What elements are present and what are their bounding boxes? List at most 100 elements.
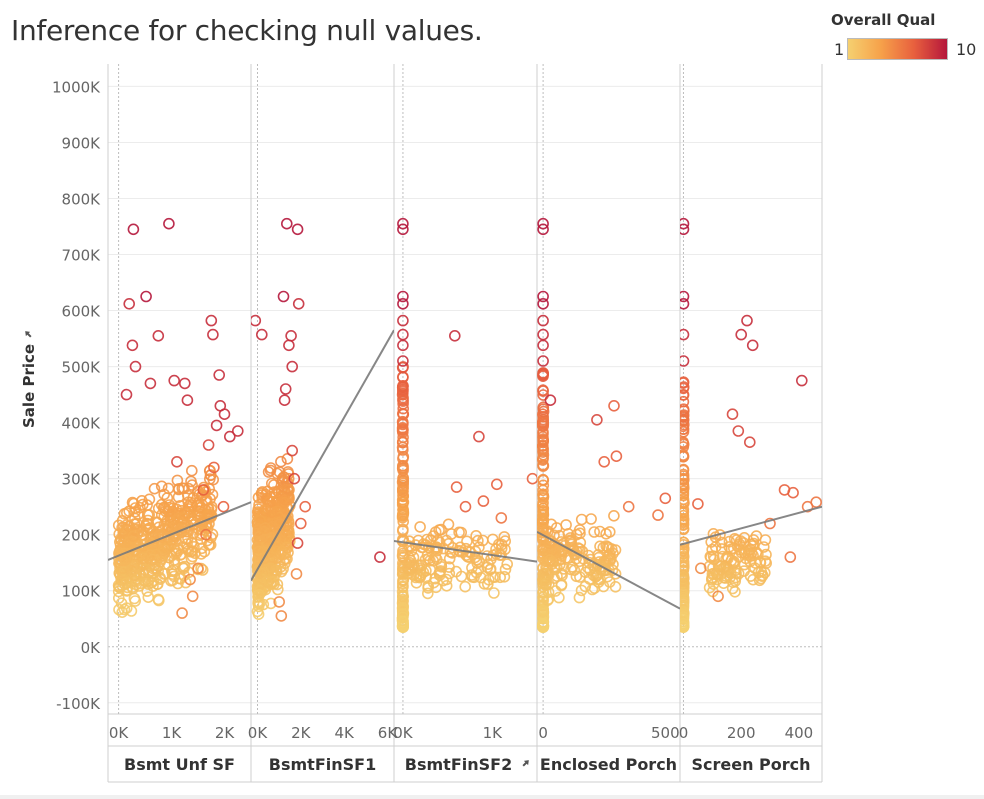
trend-line[interactable]: [680, 505, 822, 546]
data-point[interactable]: [537, 297, 549, 310]
data-point[interactable]: [217, 500, 230, 513]
data-point[interactable]: [185, 552, 198, 565]
data-point[interactable]: [444, 546, 457, 558]
data-point[interactable]: [726, 408, 739, 421]
data-point[interactable]: [273, 511, 285, 524]
data-point[interactable]: [126, 339, 139, 352]
data-point[interactable]: [202, 503, 214, 515]
data-point[interactable]: [218, 408, 231, 421]
data-point[interactable]: [573, 555, 586, 568]
data-point[interactable]: [282, 472, 295, 485]
data-point[interactable]: [679, 217, 690, 230]
data-point[interactable]: [712, 590, 724, 603]
data-point[interactable]: [692, 498, 704, 510]
data-point[interactable]: [213, 369, 225, 381]
data-point[interactable]: [397, 485, 409, 498]
data-point[interactable]: [678, 571, 690, 583]
data-point[interactable]: [679, 497, 690, 509]
panel-title[interactable]: BsmtFinSF1: [269, 755, 376, 774]
data-point[interactable]: [397, 611, 409, 624]
data-point[interactable]: [477, 495, 490, 507]
data-point[interactable]: [163, 501, 175, 514]
data-point[interactable]: [729, 585, 741, 598]
data-point[interactable]: [259, 504, 272, 517]
data-point[interactable]: [461, 535, 473, 548]
data-point[interactable]: [537, 355, 549, 367]
data-point[interactable]: [158, 488, 170, 501]
data-point[interactable]: [537, 451, 549, 464]
data-point[interactable]: [168, 374, 180, 387]
data-point[interactable]: [750, 530, 763, 542]
data-point[interactable]: [494, 571, 507, 584]
pin-icon[interactable]: [521, 758, 531, 768]
data-point[interactable]: [499, 535, 512, 547]
data-point[interactable]: [427, 554, 440, 567]
data-point[interactable]: [283, 527, 295, 539]
data-point[interactable]: [172, 544, 185, 557]
data-point[interactable]: [291, 223, 304, 236]
data-point[interactable]: [200, 528, 212, 541]
data-point[interactable]: [142, 509, 154, 521]
data-point[interactable]: [470, 529, 482, 542]
data-point[interactable]: [176, 482, 189, 495]
panel-title[interactable]: Bsmt Unf SF: [124, 755, 235, 774]
data-point[interactable]: [396, 596, 409, 608]
data-point[interactable]: [397, 505, 410, 518]
data-point[interactable]: [472, 534, 484, 547]
data-point[interactable]: [810, 496, 822, 508]
data-point[interactable]: [678, 548, 690, 560]
data-point[interactable]: [537, 458, 549, 471]
data-point[interactable]: [185, 496, 197, 509]
data-point[interactable]: [258, 552, 271, 565]
data-point[interactable]: [206, 528, 219, 541]
data-point[interactable]: [495, 512, 508, 524]
data-point[interactable]: [401, 562, 414, 574]
data-point[interactable]: [120, 602, 133, 614]
data-point[interactable]: [140, 290, 152, 303]
data-point[interactable]: [460, 542, 472, 555]
data-point[interactable]: [622, 500, 635, 513]
data-point[interactable]: [374, 551, 386, 563]
data-point[interactable]: [210, 419, 223, 432]
data-point[interactable]: [397, 328, 409, 341]
data-point[interactable]: [537, 439, 549, 452]
data-point[interactable]: [679, 403, 690, 415]
data-point[interactable]: [608, 399, 620, 412]
data-point[interactable]: [560, 519, 572, 531]
data-point[interactable]: [194, 508, 206, 521]
data-point[interactable]: [119, 553, 132, 566]
data-point[interactable]: [723, 541, 736, 553]
data-point[interactable]: [537, 385, 549, 397]
data-point[interactable]: [127, 530, 140, 542]
data-point[interactable]: [679, 376, 690, 388]
data-point[interactable]: [725, 543, 738, 555]
data-point[interactable]: [537, 328, 549, 341]
data-point[interactable]: [151, 578, 164, 591]
data-point[interactable]: [184, 573, 196, 586]
data-point[interactable]: [136, 494, 148, 507]
data-point[interactable]: [679, 290, 690, 303]
data-point[interactable]: [174, 499, 186, 512]
data-point[interactable]: [397, 616, 409, 628]
data-point[interactable]: [286, 360, 299, 373]
data-point[interactable]: [588, 582, 601, 595]
data-point[interactable]: [678, 449, 689, 461]
data-point[interactable]: [652, 509, 664, 521]
data-point[interactable]: [273, 596, 286, 608]
data-point[interactable]: [709, 541, 722, 553]
data-point[interactable]: [252, 545, 265, 558]
data-point[interactable]: [153, 594, 165, 607]
data-point[interactable]: [174, 549, 187, 561]
data-point[interactable]: [129, 360, 142, 373]
data-point[interactable]: [679, 438, 690, 451]
data-point[interactable]: [414, 521, 426, 533]
data-point[interactable]: [482, 573, 495, 586]
data-point[interactable]: [694, 562, 707, 575]
data-point[interactable]: [609, 544, 622, 556]
trend-line[interactable]: [358, 536, 537, 563]
data-point[interactable]: [754, 556, 766, 568]
data-point[interactable]: [679, 552, 690, 564]
data-point[interactable]: [482, 558, 495, 571]
data-point[interactable]: [280, 217, 293, 230]
